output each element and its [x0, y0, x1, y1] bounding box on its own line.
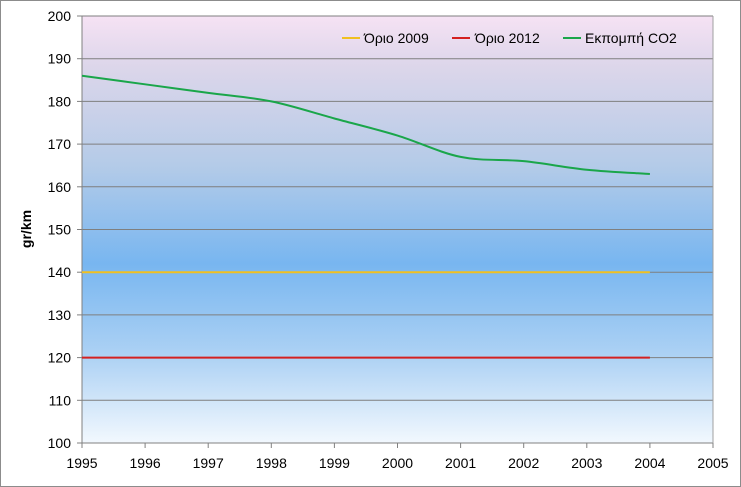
y-tick-label: 150	[48, 222, 72, 238]
legend: Όριο 2009 Όριο 2012 Εκπομπή CO2	[342, 30, 677, 46]
y-tick-label: 200	[48, 8, 72, 24]
x-tick-label: 2001	[445, 455, 476, 471]
y-tick-label: 100	[48, 435, 72, 451]
x-tick-label: 2000	[382, 455, 413, 471]
legend-label-2: Εκπομπή CO2	[585, 30, 677, 46]
x-tick-label: 1996	[130, 455, 161, 471]
y-tick-label: 110	[49, 392, 72, 408]
y-tick-label: 120	[48, 350, 72, 366]
x-tick-label: 2003	[571, 455, 602, 471]
x-tick-label: 1999	[319, 455, 350, 471]
axes	[77, 15, 714, 448]
y-tick-label: 190	[48, 51, 72, 67]
x-tick-label: 2004	[634, 455, 665, 471]
tick-labels: 100 110 120 130 140 150 160 170 180 190 200 1995 199…	[48, 8, 729, 471]
y-axis-title: gr/km	[18, 210, 34, 248]
x-tick-label: 2005	[697, 455, 728, 471]
y-tick-label: 130	[48, 307, 72, 323]
x-tick-label: 2002	[508, 455, 539, 471]
series-line-2	[81, 74, 650, 175]
x-tick-label: 1995	[66, 455, 97, 471]
series-layer	[81, 74, 650, 359]
legend-label-1: Όριο 2012	[474, 30, 540, 46]
x-tick-label: 1998	[256, 455, 287, 471]
y-tick-label: 140	[48, 264, 72, 280]
y-tick-label: 170	[48, 136, 72, 152]
legend-label-0: Όριο 2009	[363, 30, 429, 46]
y-tick-label: 180	[48, 93, 72, 109]
y-tick-label: 160	[48, 179, 72, 195]
x-tick-label: 1997	[193, 455, 224, 471]
